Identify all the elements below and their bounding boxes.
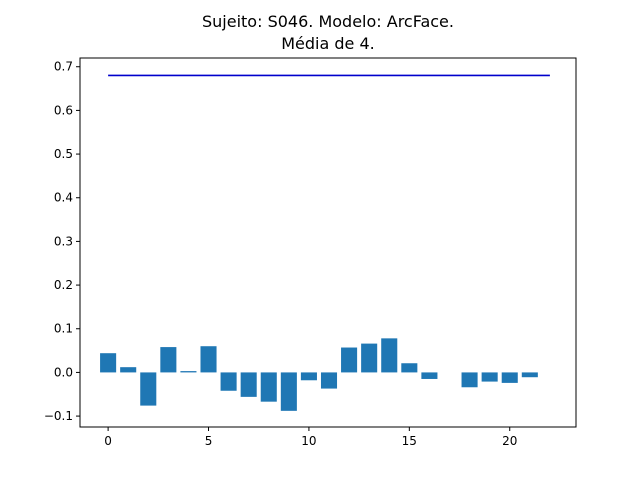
bar bbox=[280, 372, 297, 411]
y-tick-label: 0.2 bbox=[54, 278, 73, 292]
bar bbox=[260, 372, 277, 402]
bar bbox=[381, 338, 398, 373]
bar bbox=[481, 372, 498, 382]
y-tick-label: 0.5 bbox=[54, 147, 73, 161]
bar bbox=[220, 372, 237, 391]
bar bbox=[521, 372, 538, 378]
bar bbox=[140, 372, 157, 406]
y-tick-label: 0.6 bbox=[54, 103, 73, 117]
bar bbox=[300, 372, 317, 381]
y-tick-label: 0.1 bbox=[54, 322, 73, 336]
x-tick-label: 20 bbox=[502, 434, 517, 448]
bar bbox=[120, 367, 137, 373]
bar bbox=[200, 346, 217, 373]
x-tick-label: 15 bbox=[402, 434, 417, 448]
bar bbox=[320, 372, 338, 389]
y-tick-label: −0.1 bbox=[44, 409, 73, 423]
x-tick-label: 10 bbox=[301, 434, 316, 448]
bar bbox=[501, 372, 518, 383]
bar bbox=[160, 347, 177, 373]
y-tick-label: 0.4 bbox=[54, 191, 73, 205]
bar bbox=[401, 363, 418, 373]
y-tick-label: 0.7 bbox=[54, 60, 73, 74]
bar bbox=[100, 353, 117, 373]
chart-title: Sujeito: S046. Modelo: ArcFace. bbox=[202, 12, 454, 31]
bar bbox=[180, 371, 197, 373]
bar bbox=[421, 372, 438, 379]
x-tick-label: 5 bbox=[205, 434, 213, 448]
chart-subtitle: Média de 4. bbox=[281, 34, 375, 53]
plot-frame bbox=[79, 57, 577, 428]
bar bbox=[461, 372, 478, 388]
bar bbox=[341, 347, 358, 373]
y-tick-label: 0.3 bbox=[54, 234, 73, 248]
bar bbox=[361, 343, 378, 373]
bar bbox=[240, 372, 257, 397]
plot-area: 0 5 10 15 20 −0.1 0.0 0.1 0.2 0.3 0.4 0.5 0.6 0.7 bbox=[44, 60, 550, 448]
y-tick-label: 0.0 bbox=[54, 365, 73, 379]
x-tick-label: 0 bbox=[104, 434, 112, 448]
